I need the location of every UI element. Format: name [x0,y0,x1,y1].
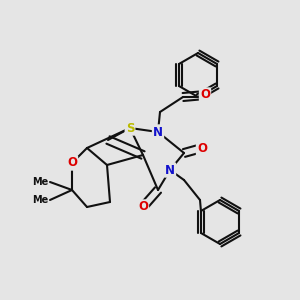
Text: N: N [153,125,163,139]
Text: N: N [165,164,175,176]
Text: O: O [67,157,77,169]
Text: O: O [138,200,148,214]
Text: Me: Me [32,177,48,187]
Text: O: O [197,142,207,154]
Text: Me: Me [32,195,48,205]
Text: O: O [200,88,210,101]
Text: S: S [126,122,134,134]
